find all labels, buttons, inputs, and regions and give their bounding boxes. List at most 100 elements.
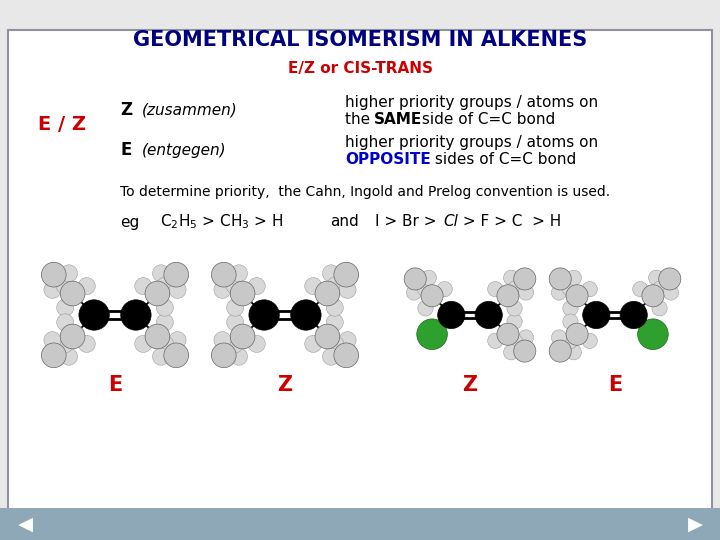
- Circle shape: [164, 343, 189, 368]
- Circle shape: [417, 319, 447, 349]
- Text: Z: Z: [277, 375, 292, 395]
- Text: ◀: ◀: [17, 515, 32, 534]
- Circle shape: [497, 323, 519, 345]
- Circle shape: [145, 281, 170, 306]
- Circle shape: [566, 323, 588, 345]
- Circle shape: [659, 268, 681, 290]
- Circle shape: [549, 340, 571, 362]
- Text: sides of C=C bond: sides of C=C bond: [430, 152, 576, 167]
- Circle shape: [212, 343, 236, 368]
- Circle shape: [552, 285, 567, 300]
- Circle shape: [633, 281, 648, 297]
- Circle shape: [334, 262, 359, 287]
- Circle shape: [518, 330, 534, 345]
- Circle shape: [563, 301, 578, 316]
- Text: > F > C  > H: > F > C > H: [458, 214, 562, 230]
- Circle shape: [326, 299, 343, 316]
- Circle shape: [503, 270, 519, 286]
- Circle shape: [42, 343, 66, 368]
- Circle shape: [57, 299, 73, 316]
- Circle shape: [417, 281, 433, 296]
- Circle shape: [663, 285, 678, 300]
- Text: (zusammen): (zusammen): [142, 103, 238, 118]
- Circle shape: [56, 336, 73, 353]
- Circle shape: [339, 332, 356, 349]
- Circle shape: [121, 300, 151, 330]
- Circle shape: [582, 281, 598, 297]
- Circle shape: [620, 301, 647, 329]
- Circle shape: [437, 281, 452, 297]
- Circle shape: [513, 268, 536, 290]
- Circle shape: [169, 332, 186, 349]
- Circle shape: [421, 270, 436, 286]
- Circle shape: [642, 285, 664, 307]
- FancyBboxPatch shape: [0, 508, 720, 540]
- Circle shape: [42, 262, 66, 287]
- Circle shape: [638, 319, 668, 349]
- Circle shape: [44, 332, 61, 349]
- Text: Z: Z: [120, 101, 132, 119]
- Circle shape: [326, 314, 343, 331]
- Circle shape: [156, 314, 174, 331]
- Circle shape: [438, 301, 465, 329]
- Circle shape: [582, 333, 598, 348]
- Circle shape: [291, 300, 321, 330]
- Circle shape: [305, 278, 322, 295]
- Circle shape: [153, 265, 170, 282]
- Text: E/Z or CIS-TRANS: E/Z or CIS-TRANS: [287, 60, 433, 76]
- Circle shape: [404, 268, 426, 290]
- Text: eg: eg: [120, 214, 139, 230]
- Circle shape: [549, 268, 571, 290]
- Circle shape: [566, 345, 582, 360]
- Circle shape: [421, 285, 443, 307]
- Circle shape: [57, 314, 73, 331]
- Circle shape: [652, 281, 667, 296]
- Circle shape: [230, 281, 255, 306]
- Text: higher priority groups / atoms on: higher priority groups / atoms on: [345, 94, 598, 110]
- Circle shape: [214, 281, 231, 299]
- Circle shape: [56, 277, 73, 294]
- Text: Z: Z: [462, 375, 477, 395]
- Circle shape: [652, 301, 667, 316]
- Text: SAME: SAME: [374, 112, 422, 127]
- Circle shape: [145, 324, 170, 349]
- FancyBboxPatch shape: [8, 30, 712, 510]
- Circle shape: [323, 348, 340, 365]
- Circle shape: [552, 330, 567, 345]
- Text: E: E: [608, 375, 622, 395]
- Circle shape: [339, 281, 356, 299]
- Circle shape: [78, 335, 95, 353]
- Text: E: E: [120, 141, 131, 159]
- Circle shape: [60, 281, 85, 306]
- Text: Cl: Cl: [443, 214, 458, 230]
- Circle shape: [566, 270, 582, 286]
- Circle shape: [78, 278, 95, 295]
- Circle shape: [305, 335, 322, 353]
- Circle shape: [135, 335, 152, 353]
- Circle shape: [214, 332, 231, 349]
- Circle shape: [323, 265, 340, 282]
- Circle shape: [230, 265, 248, 282]
- Circle shape: [507, 314, 522, 329]
- Circle shape: [582, 301, 610, 329]
- Circle shape: [562, 334, 577, 349]
- Circle shape: [497, 285, 519, 307]
- Circle shape: [563, 314, 578, 329]
- Text: GEOMETRICAL ISOMERISM IN ALKENES: GEOMETRICAL ISOMERISM IN ALKENES: [133, 30, 587, 50]
- Circle shape: [503, 345, 519, 360]
- Circle shape: [249, 300, 279, 330]
- Text: the: the: [345, 112, 375, 127]
- Circle shape: [153, 348, 170, 365]
- Circle shape: [487, 281, 503, 297]
- Circle shape: [327, 277, 344, 294]
- Circle shape: [164, 262, 189, 287]
- Text: and: and: [330, 214, 359, 230]
- Circle shape: [248, 335, 265, 353]
- Text: higher priority groups / atoms on: higher priority groups / atoms on: [345, 134, 598, 150]
- Circle shape: [418, 301, 433, 316]
- Circle shape: [334, 343, 359, 368]
- Circle shape: [230, 324, 255, 349]
- Circle shape: [406, 285, 422, 300]
- Text: ▶: ▶: [688, 515, 703, 534]
- Text: (entgegen): (entgegen): [142, 143, 227, 158]
